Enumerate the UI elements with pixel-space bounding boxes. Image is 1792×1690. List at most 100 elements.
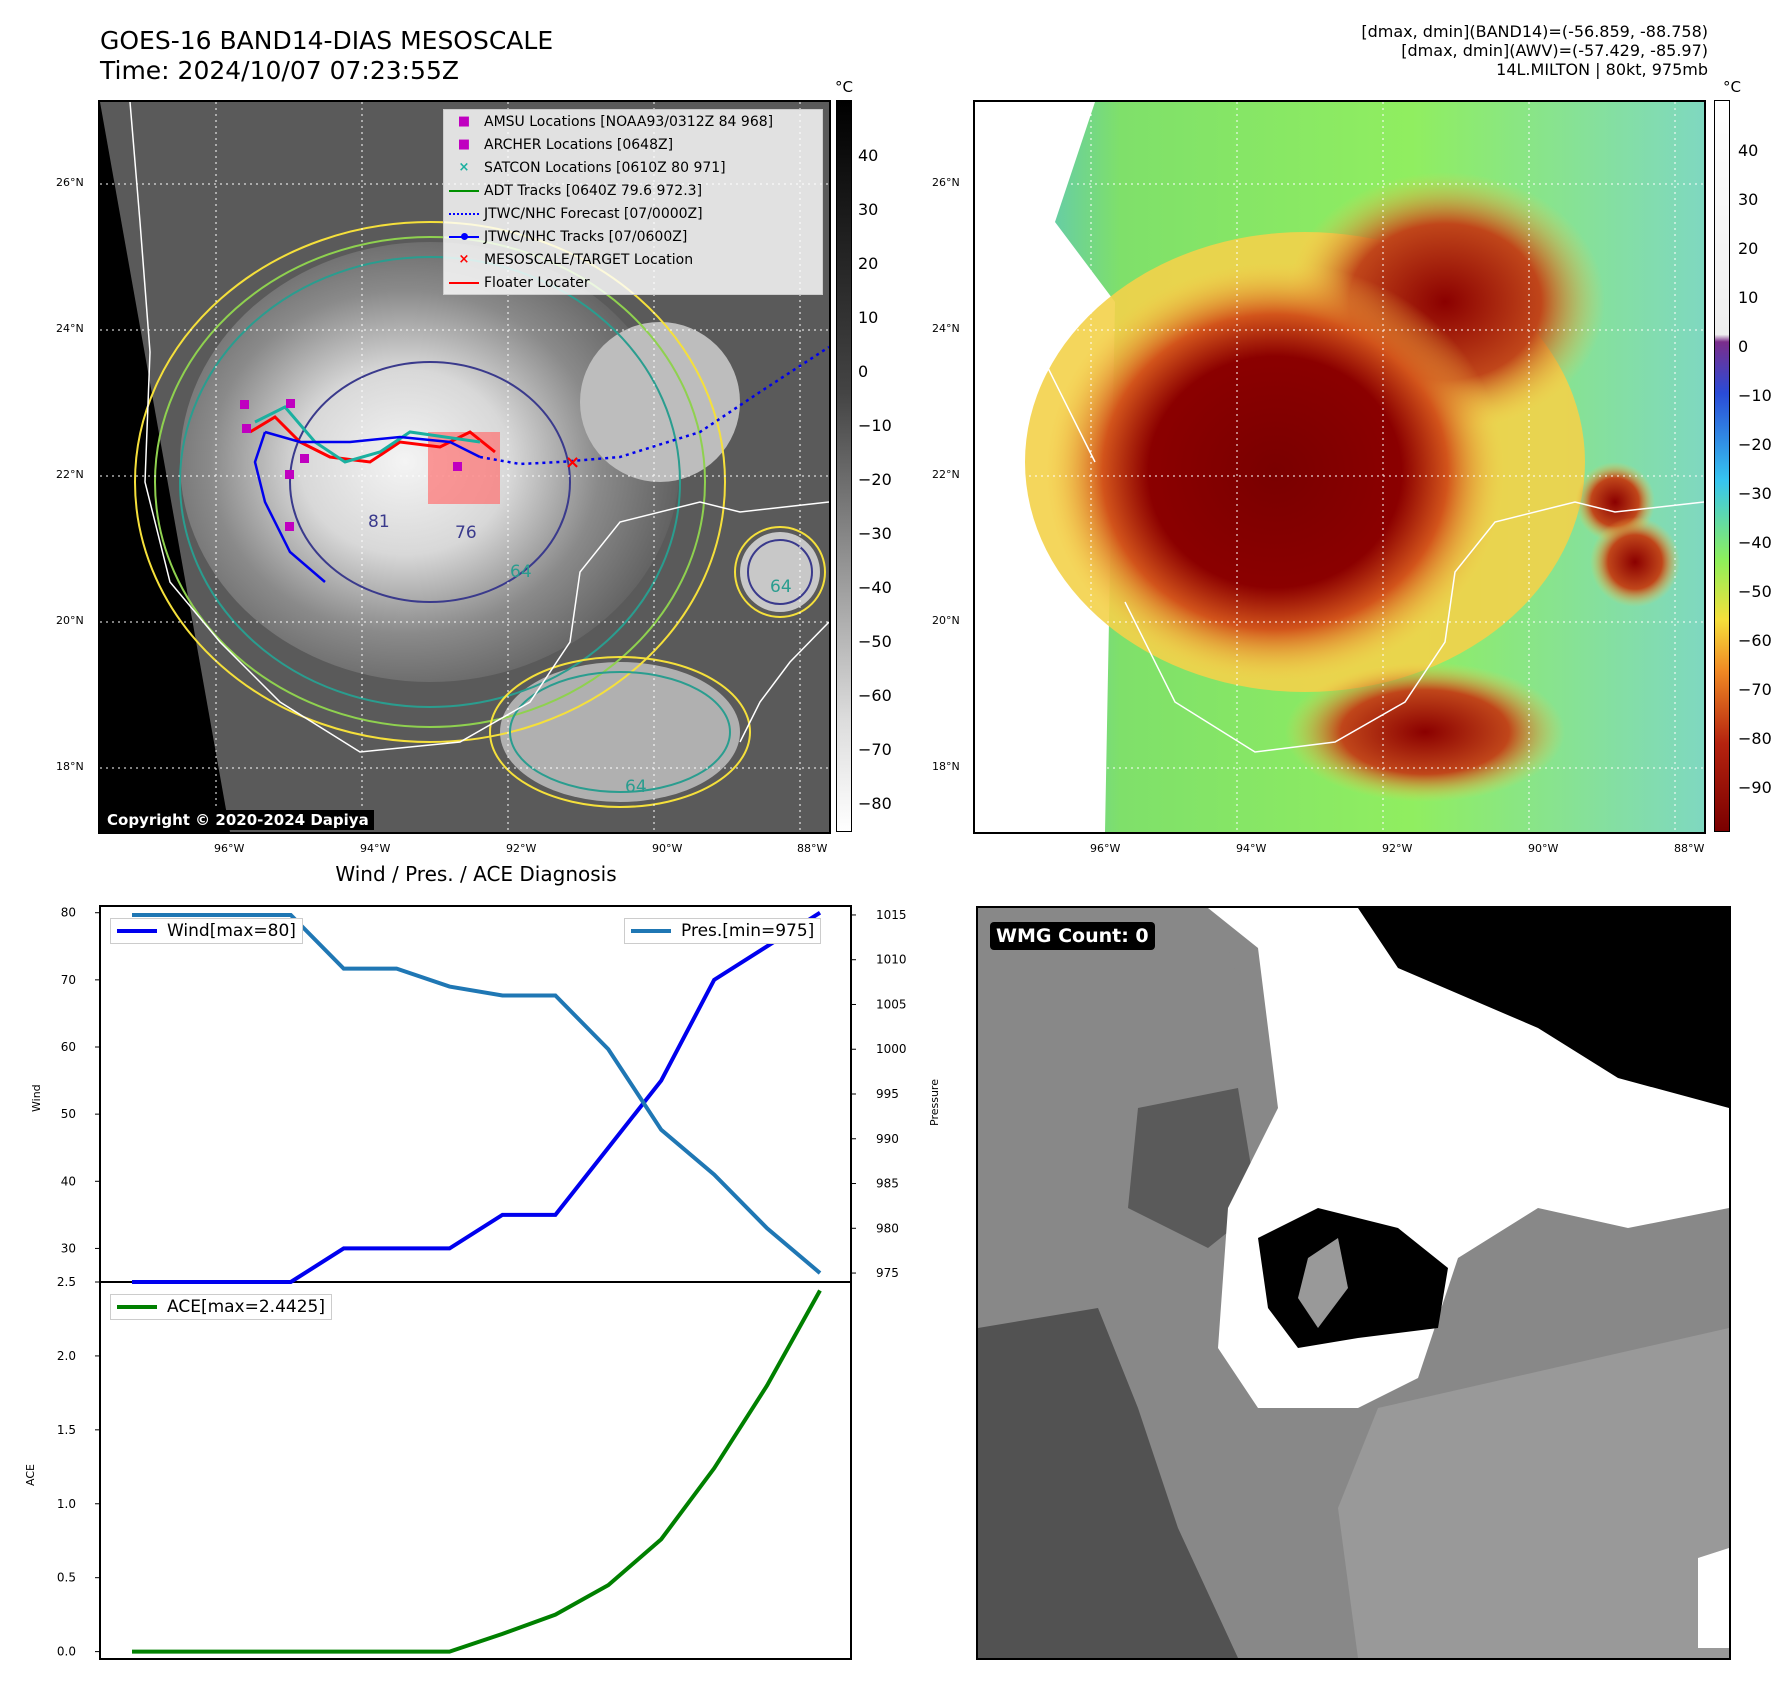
lat-label: 24°N [56, 322, 84, 335]
colorbar-tick-label: 40 [858, 146, 879, 165]
legend-satcon: × SATCON Locations [0610Z 80 971] [444, 156, 822, 179]
axis-tick-label: 1010 [876, 953, 907, 967]
colorbar-left-unit: °C [835, 78, 853, 96]
figure-title: GOES-16 BAND14-DIAS MESOSCALE Time: 2024… [100, 26, 553, 86]
lon-label: 90°W [1528, 842, 1559, 855]
colorbar-tick-label: −40 [1738, 533, 1772, 552]
axis-tick-label: 985 [876, 1177, 899, 1191]
copyright-label: Copyright © 2020-2024 Dapiya [102, 810, 374, 830]
satcon-track [254, 405, 481, 464]
axis-tick-label: 995 [876, 1087, 899, 1101]
lat-label: 18°N [56, 760, 84, 773]
line-icon [444, 275, 484, 290]
axis-tick-label: 0.0 [57, 1645, 76, 1659]
legend-floater: Floater Locater [444, 271, 822, 294]
axis-tick-label: 1.0 [57, 1497, 76, 1511]
legend-amsu: ■ AMSU Locations [NOAA93/0312Z 84 968] [444, 110, 822, 133]
colorbar-tick-label: −20 [1738, 435, 1772, 454]
lat-label: 18°N [932, 760, 960, 773]
colorbar-tick-label: −50 [858, 632, 892, 651]
ace-axis-label: ACE [24, 1464, 37, 1486]
ir-map-panel[interactable]: × 81 76 64 64 64 ■ AMSU Locations [NOAA93… [98, 100, 831, 834]
axis-tick-label: 2.0 [57, 1349, 76, 1363]
axis-tick-label: 70 [61, 973, 76, 987]
axis-tick-label: 975 [876, 1266, 899, 1280]
contour-label-64a: 64 [510, 562, 532, 582]
axis-tick-label: 80 [61, 906, 76, 920]
pressure-series-line [132, 912, 822, 1275]
legend-forecast: JTWC/NHC Forecast [07/0000Z] [444, 202, 822, 225]
wind-line-icon [117, 929, 157, 933]
axis-tick-label: 990 [876, 1132, 899, 1146]
diagnosis-title: Wind / Pres. / ACE Diagnosis [335, 862, 617, 886]
wmg-count-label: WMG Count: 0 [990, 922, 1155, 950]
wind-axis-label: Wind [30, 1084, 43, 1112]
floater-track [249, 415, 496, 464]
colorbar-tick-label: −40 [858, 578, 892, 597]
axis-tick-label: 1000 [876, 1042, 907, 1056]
colorbar-tick-label: −80 [1738, 729, 1772, 748]
lon-label: 92°W [1382, 842, 1413, 855]
colorbar-tick-label: −50 [1738, 582, 1772, 601]
lon-label: 88°W [1674, 842, 1705, 855]
pressure-line-icon [631, 929, 671, 933]
title-line-1: GOES-16 BAND14-DIAS MESOSCALE [100, 26, 554, 55]
colorbar-tick-label: −30 [1738, 484, 1772, 503]
band14-stats: [dmax, dmin](BAND14)=(-56.859, -88.758) [1361, 22, 1708, 41]
colorbar-tick-label: −60 [858, 686, 892, 705]
colorbar-tick-label: −60 [1738, 631, 1772, 650]
awv-map-panel[interactable] [973, 100, 1706, 834]
axis-tick-label: 1.5 [57, 1423, 76, 1437]
colorbar-tick-label: −30 [858, 524, 892, 543]
lat-label: 22°N [932, 468, 960, 481]
colorbar-right [1714, 100, 1730, 832]
colorbar-tick-label: −10 [858, 416, 892, 435]
axis-tick-label: 60 [61, 1040, 76, 1054]
legend-tracks: JTWC/NHC Tracks [07/0600Z] [444, 225, 822, 248]
wmg-panel[interactable]: WMG Count: 0 [976, 906, 1731, 1660]
ace-ticks: 0.0 0.5 1.0 1.5 2.0 2.5 [57, 1275, 100, 1659]
lon-label: 92°W [506, 842, 537, 855]
pressure-legend: Pres.[min=975] [624, 918, 822, 944]
lon-label: 96°W [214, 842, 245, 855]
jtwc-track [264, 430, 481, 459]
map-legend: ■ AMSU Locations [NOAA93/0312Z 84 968] ■ A… [443, 109, 823, 295]
lon-label: 88°W [797, 842, 828, 855]
colorbar-tick-label: −70 [1738, 680, 1772, 699]
title-line-2: Time: 2024/10/07 07:23:55Z [100, 56, 459, 85]
axis-tick-label: 0.5 [57, 1571, 76, 1585]
ace-line-icon [117, 1305, 157, 1309]
colorbar-tick-label: 10 [1738, 288, 1759, 307]
awv-stats: [dmax, dmin](AWV)=(-57.429, -85.97) [1401, 41, 1708, 60]
lat-label: 26°N [932, 176, 960, 189]
amsu-markers [240, 399, 462, 531]
storm-info: 14L.MILTON | 80kt, 975mb [1496, 60, 1708, 79]
colorbar-tick-label: 10 [858, 308, 879, 327]
wind-ticks: 30 40 50 60 70 80 [61, 906, 100, 1255]
pressure-ticks: 975 980 985 990 995 1000 1005 1010 1015 [851, 908, 907, 1280]
square-marker-icon: ■ [457, 114, 471, 129]
lon-label: 94°W [360, 842, 391, 855]
axis-tick-label: 2.5 [57, 1275, 76, 1289]
legend-archer: ■ ARCHER Locations [0648Z] [444, 133, 822, 156]
axis-tick-label: 1015 [876, 908, 907, 922]
axis-tick-label: 40 [61, 1174, 76, 1188]
colorbar-tick-label: 0 [1738, 337, 1749, 356]
colorbar-tick-label: 20 [1738, 239, 1759, 258]
dotted-line-icon [444, 206, 484, 221]
axis-tick-label: 30 [61, 1241, 76, 1255]
colorbar-right-unit: °C [1723, 78, 1741, 96]
contour-label-64c: 64 [625, 777, 647, 797]
colorbar-tick-label: 30 [858, 200, 879, 219]
pressure-axis-label: Pressure [928, 1079, 941, 1126]
line-icon [444, 183, 484, 198]
axis-tick-label: 1005 [876, 997, 907, 1011]
axis-tick-label: 980 [876, 1221, 899, 1235]
colorbar-tick-label: −80 [858, 794, 892, 813]
colorbar-tick-label: 40 [1738, 141, 1759, 160]
ace-series-line [132, 1289, 822, 1654]
jtwc-track-south [253, 431, 326, 583]
contour-label-76: 76 [455, 523, 477, 543]
dot-line-icon [444, 229, 484, 244]
